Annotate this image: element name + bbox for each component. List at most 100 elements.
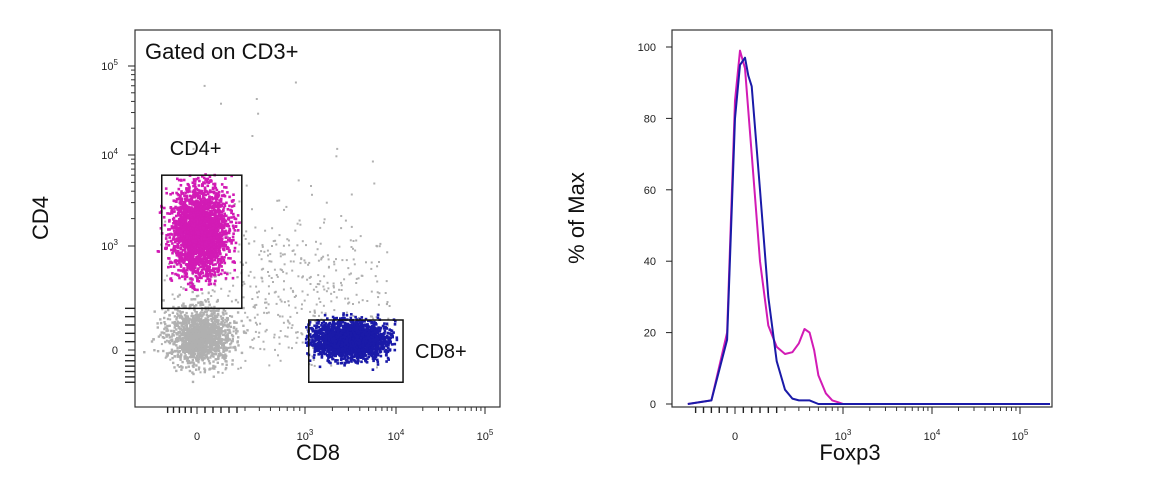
scatter-point: [164, 340, 167, 344]
scatter-point: [180, 252, 184, 256]
scatter-point: [208, 271, 212, 274]
scatter-point: [211, 255, 214, 259]
scatter-point: [187, 217, 190, 220]
scatter-point: [210, 295, 213, 297]
scatter-point: [251, 208, 253, 211]
scatter-point: [197, 248, 200, 252]
scatter-point: [180, 365, 183, 368]
scatter-point: [176, 231, 180, 234]
scatter-point: [205, 260, 209, 264]
scatter-point: [236, 330, 239, 333]
scatter-point: [210, 209, 214, 213]
scatter-point: [343, 364, 346, 367]
scatter-point: [230, 220, 233, 224]
scatter-point: [315, 240, 317, 243]
scatter-point: [167, 333, 171, 337]
scatter-point: [190, 256, 193, 260]
scatter-point: [189, 209, 192, 212]
scatter-point: [205, 340, 209, 343]
scatter-point: [161, 331, 164, 334]
scatter-point: [183, 217, 187, 220]
scatter-point: [184, 340, 187, 344]
scatter-point: [191, 380, 195, 384]
scatter-point: [216, 208, 220, 212]
scatter-point: [224, 336, 228, 340]
scatter-point: [377, 296, 380, 299]
scatter-point: [224, 177, 227, 180]
scatter-point: [224, 368, 227, 371]
scatter-point: [222, 244, 226, 247]
scatter-point: [184, 191, 187, 195]
scatter-point: [378, 245, 381, 248]
scatter-point: [181, 342, 184, 346]
scatter-point: [211, 352, 214, 354]
scatter-point: [283, 208, 285, 211]
scatter-point: [196, 222, 199, 225]
scatter-point: [163, 311, 166, 314]
scatter-point: [175, 191, 178, 195]
scatter-point: [183, 230, 187, 234]
scatter-point: [190, 203, 194, 206]
scatter-point: [173, 355, 176, 358]
scatter-point: [202, 266, 205, 270]
scatter-point: [187, 365, 190, 368]
scatter-point: [376, 245, 379, 248]
scatter-point: [176, 177, 179, 181]
scatter-point: [184, 288, 188, 291]
scatter-point: [164, 220, 167, 223]
scatter-point: [187, 359, 191, 363]
scatter-point: [330, 300, 333, 303]
scatter-point: [363, 320, 366, 323]
scatter-point: [206, 244, 209, 247]
scatter-point: [214, 358, 218, 361]
scatter-point: [202, 197, 205, 200]
scatter-point: [225, 186, 228, 189]
scatter-point: [224, 277, 228, 280]
scatter-point: [171, 340, 174, 343]
scatter-point: [239, 261, 242, 264]
scatter-point: [220, 287, 223, 290]
scatter-point: [194, 226, 198, 230]
scatter-point: [174, 220, 177, 224]
scatter-point: [225, 316, 229, 320]
scatter-point: [214, 248, 218, 251]
scatter-point: [261, 245, 264, 248]
scatter-point: [199, 320, 202, 323]
scatter-point: [203, 244, 207, 248]
scatter-point: [201, 347, 205, 351]
scatter-point: [304, 341, 308, 344]
scatter-point: [340, 281, 342, 284]
scatter-point: [245, 230, 248, 233]
scatter-point: [190, 330, 193, 333]
scatter-point: [231, 224, 235, 228]
scatter-point: [182, 248, 185, 252]
scatter-point: [206, 316, 210, 319]
scatter-point: [217, 319, 220, 322]
scatter-point: [200, 223, 204, 226]
scatter-point: [169, 318, 172, 321]
scatter-point: [188, 248, 191, 252]
scatter-point: [199, 265, 203, 269]
scatter-point: [188, 332, 191, 335]
scatter-point: [203, 324, 207, 328]
scatter-point: [191, 361, 194, 364]
scatter-point: [203, 226, 206, 230]
scatter-point: [166, 317, 170, 321]
scatter-point: [299, 223, 302, 226]
scatter-point: [201, 328, 204, 332]
scatter-point: [232, 238, 235, 242]
scatter-point: [195, 358, 198, 361]
scatter-point: [182, 211, 186, 214]
scatter-point: [194, 221, 198, 224]
scatter-point: [195, 364, 198, 367]
scatter-point: [203, 234, 206, 238]
scatter-point: [233, 320, 236, 323]
scatter-point: [190, 262, 194, 265]
scatter-point: [202, 256, 206, 260]
scatter-point: [300, 307, 303, 310]
scatter-point: [190, 352, 194, 355]
scatter-point: [171, 311, 175, 314]
scatter-point: [188, 260, 191, 264]
scatter-point: [191, 353, 194, 357]
scatter-point: [216, 298, 219, 301]
